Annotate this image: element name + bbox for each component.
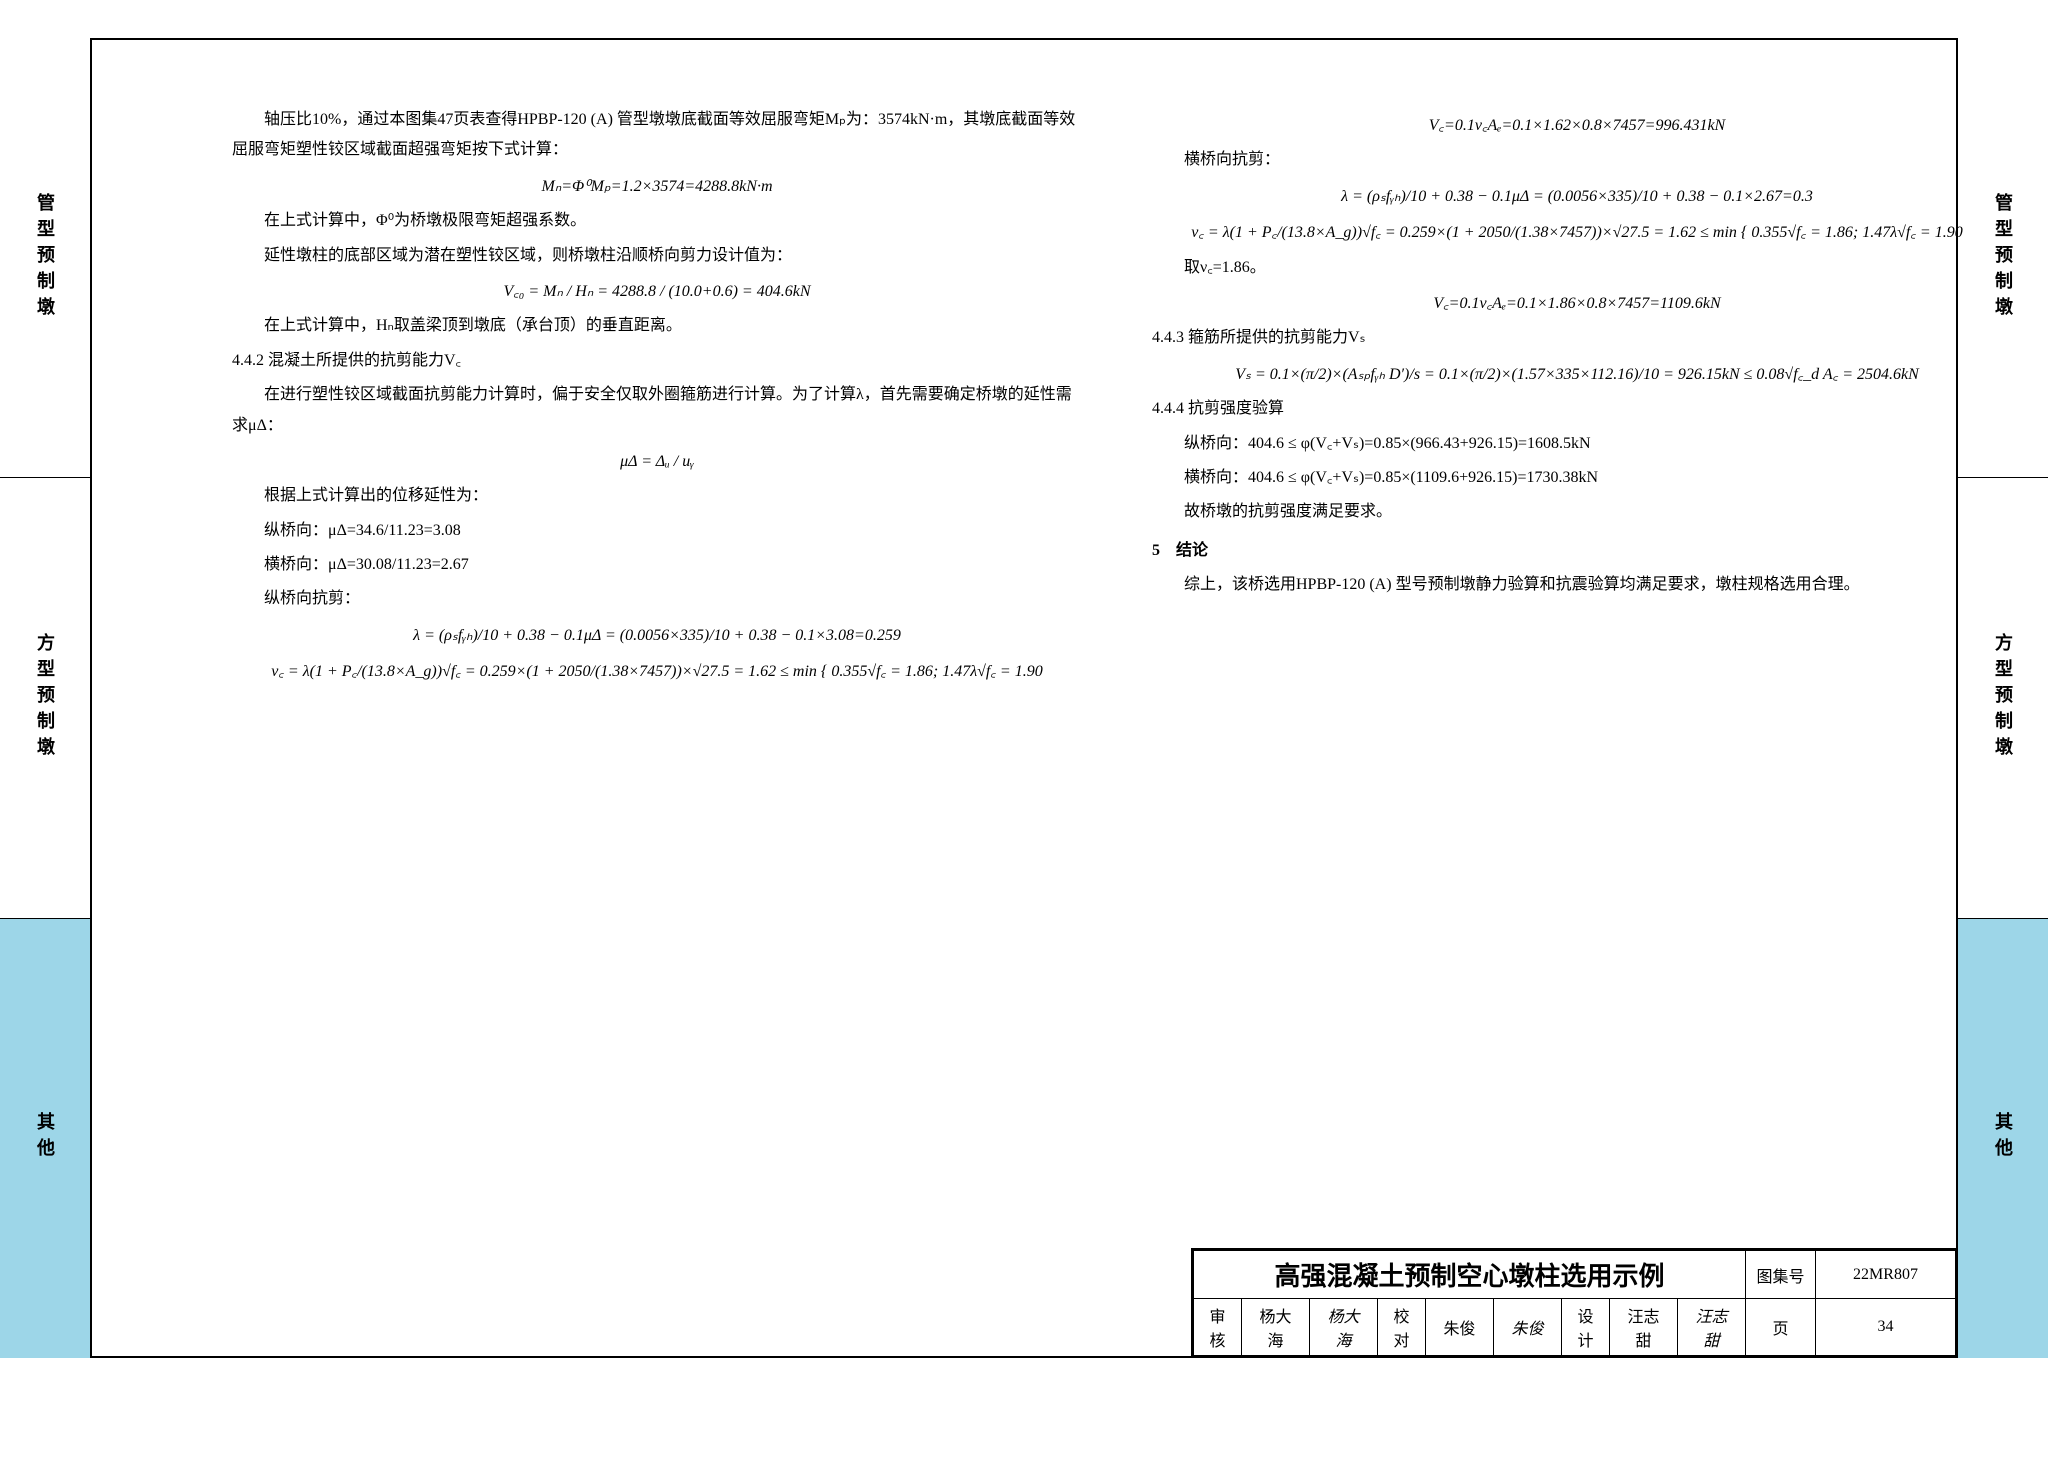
formula-f4: λ = (ρₛfᵧₕ)/10 + 0.38 − 0.1μΔ = (0.0056×… xyxy=(232,621,1082,651)
text-p5: 在进行塑性铰区域截面抗剪能力计算时，偏于安全仅取外圈箍筋进行计算。为了计算λ，首… xyxy=(232,380,1082,441)
design-name: 汪志甜 xyxy=(1610,1299,1678,1356)
text-p2: 在上式计算中，Φ⁰为桥墩极限弯矩超强系数。 xyxy=(232,206,1082,236)
formula-f1: Mₙ=Φ⁰Mₚ=1.2×3574=4288.8kN·m xyxy=(232,172,1082,202)
atlas-label: 图集号 xyxy=(1746,1251,1816,1299)
formula-f6: V꜀=0.1ν꜀Aₑ=0.1×1.62×0.8×7457=996.431kN xyxy=(1152,111,2002,141)
design-label: 设计 xyxy=(1562,1299,1610,1356)
review-signature: 杨大海 xyxy=(1310,1299,1378,1356)
heading-442: 4.4.2 混凝土所提供的抗剪能力V꜀ xyxy=(232,346,1082,376)
text-p3: 延性墩柱的底部区域为潜在塑性铰区域，则桥墩柱沿顺桥向剪力设计值为： xyxy=(232,241,1082,271)
formula-f10: Vₛ = 0.1×(π/2)×(Aₛₚfᵧₕ D′)/s = 0.1×(π/2)… xyxy=(1152,360,2002,390)
tab-square-pier: 方型预制墩 xyxy=(0,477,90,917)
heading-444: 4.4.4 抗剪强度验算 xyxy=(1152,394,2002,424)
formula-f3: μΔ = Δᵤ / uᵧ xyxy=(232,447,1082,477)
page-border: 轴压比10%，通过本图集47页表查得HPBP-120 (A) 管型墩墩底截面等效… xyxy=(90,38,1958,1358)
right-column: V꜀=0.1ν꜀Aₑ=0.1×1.62×0.8×7457=996.431kN 横… xyxy=(1137,95,2017,1035)
text-p10: 横桥向抗剪： xyxy=(1152,145,2002,175)
tab-other: 其他 xyxy=(0,918,90,1358)
content-area: 轴压比10%，通过本图集47页表查得HPBP-120 (A) 管型墩墩底截面等效… xyxy=(217,95,2017,1035)
heading-443: 4.4.3 箍筋所提供的抗剪能力Vₛ xyxy=(1152,323,2002,353)
text-p9: 纵桥向抗剪： xyxy=(232,584,1082,614)
atlas-value: 22MR807 xyxy=(1816,1251,1956,1299)
tab-pipe-pier: 管型预制墩 xyxy=(0,38,90,477)
drawing-title: 高强混凝土预制空心墩柱选用示例 xyxy=(1194,1251,1746,1299)
design-signature: 汪志甜 xyxy=(1678,1299,1746,1356)
text-p12: 纵桥向：404.6 ≤ φ(V꜀+Vₛ)=0.85×(966.43+926.15… xyxy=(1152,429,2002,459)
page-value: 34 xyxy=(1816,1299,1956,1356)
formula-f5: ν꜀ = λ(1 + P꜀/(13.8×A_g))√f꜀ = 0.259×(1 … xyxy=(232,657,1082,687)
proof-signature: 朱俊 xyxy=(1494,1299,1562,1356)
text-p8: 横桥向：μΔ=30.08/11.23=2.67 xyxy=(232,550,1082,580)
text-p13: 横桥向：404.6 ≤ φ(V꜀+Vₛ)=0.85×(1109.6+926.15… xyxy=(1152,463,2002,493)
text-p11: 取ν꜀=1.86。 xyxy=(1152,253,2002,283)
left-column: 轴压比10%，通过本图集47页表查得HPBP-120 (A) 管型墩墩底截面等效… xyxy=(217,95,1097,1035)
heading-5: 5 结论 xyxy=(1152,536,2002,566)
proof-label: 校对 xyxy=(1378,1299,1426,1356)
title-block: 高强混凝土预制空心墩柱选用示例图集号22MR807审核杨大海杨大海校对朱俊朱俊设… xyxy=(1191,1248,1956,1356)
text-p6: 根据上式计算出的位移延性为： xyxy=(232,481,1082,511)
text-p1: 轴压比10%，通过本图集47页表查得HPBP-120 (A) 管型墩墩底截面等效… xyxy=(232,105,1082,166)
text-p14: 故桥墩的抗剪强度满足要求。 xyxy=(1152,497,2002,527)
text-p4: 在上式计算中，Hₙ取盖梁顶到墩底（承台顶）的垂直距离。 xyxy=(232,311,1082,341)
formula-f2: V꜀₀ = Mₙ / Hₙ = 4288.8 / (10.0+0.6) = 40… xyxy=(232,277,1082,307)
proof-name: 朱俊 xyxy=(1426,1299,1494,1356)
text-p15: 综上，该桥选用HPBP-120 (A) 型号预制墩静力验算和抗震验算均满足要求，… xyxy=(1152,570,2002,600)
formula-f8: ν꜀ = λ(1 + P꜀/(13.8×A_g))√f꜀ = 0.259×(1 … xyxy=(1152,218,2002,248)
review-label: 审核 xyxy=(1194,1299,1242,1356)
left-side-tabs: 管型预制墩 方型预制墩 其他 xyxy=(0,38,90,1358)
text-p7: 纵桥向：μΔ=34.6/11.23=3.08 xyxy=(232,516,1082,546)
formula-f7: λ = (ρₛfᵧₕ)/10 + 0.38 − 0.1μΔ = (0.0056×… xyxy=(1152,182,2002,212)
formula-f9: V꜀=0.1ν꜀Aₑ=0.1×1.86×0.8×7457=1109.6kN xyxy=(1152,289,2002,319)
page-label: 页 xyxy=(1746,1299,1816,1356)
review-name: 杨大海 xyxy=(1242,1299,1310,1356)
